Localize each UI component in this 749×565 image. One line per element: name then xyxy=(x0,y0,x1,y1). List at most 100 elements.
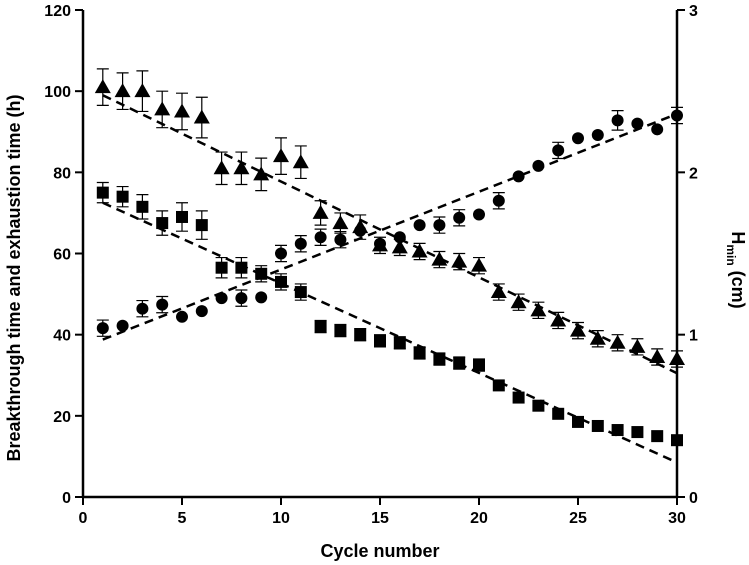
data-point-circle xyxy=(591,128,604,141)
data-point-circle xyxy=(453,211,466,224)
data-point-square xyxy=(314,320,327,333)
data-point-square xyxy=(136,200,149,213)
data-point-triangle xyxy=(431,251,448,266)
data-point-circle xyxy=(235,292,248,305)
y-axis-title: Breakthrough time and exhaustion time (h… xyxy=(4,94,24,461)
data-point-circle xyxy=(433,219,446,232)
y-tick-label: 40 xyxy=(53,328,71,345)
data-point-square xyxy=(96,186,109,199)
data-point-triangle xyxy=(213,160,230,175)
data-point-circle xyxy=(572,132,584,145)
x-axis-title: Cycle number xyxy=(320,541,439,561)
data-point-square xyxy=(532,399,545,412)
data-point-triangle xyxy=(609,334,626,349)
data-point-triangle xyxy=(411,243,428,258)
data-point-triangle xyxy=(154,101,171,116)
data-point-circle xyxy=(136,302,149,315)
data-point-square xyxy=(552,407,565,420)
data-point-square xyxy=(215,261,228,274)
data-point-triangle xyxy=(490,284,507,299)
data-point-square xyxy=(294,286,307,299)
data-point-square xyxy=(116,190,129,203)
data-point-triangle xyxy=(292,154,309,169)
data-point-triangle xyxy=(134,83,151,98)
data-point-triangle xyxy=(332,215,349,230)
y2-axis-title-sub: min xyxy=(724,244,738,265)
data-point-triangle xyxy=(530,302,547,317)
data-point-square xyxy=(374,334,386,347)
y-tick-label: 100 xyxy=(44,84,71,101)
data-point-circle xyxy=(314,231,327,244)
data-point-circle xyxy=(492,194,505,207)
data-point-triangle xyxy=(273,148,289,163)
data-point-square xyxy=(393,336,406,349)
data-point-circle xyxy=(651,123,664,136)
data-point-triangle xyxy=(114,83,131,98)
trend-line-triangle xyxy=(102,94,678,375)
data-point-circle xyxy=(532,159,545,172)
data-point-circle xyxy=(393,231,406,244)
y2-tick-label: 3 xyxy=(689,3,698,20)
data-point-square xyxy=(651,430,664,443)
x-tick-label: 5 xyxy=(178,510,187,527)
data-point-triangle xyxy=(570,322,586,337)
y2-tick-label: 1 xyxy=(689,328,698,345)
data-point-triangle xyxy=(589,330,606,345)
data-point-circle xyxy=(195,305,208,318)
data-point-triangle xyxy=(550,312,567,327)
data-point-square xyxy=(176,210,188,223)
data-point-triangle xyxy=(253,166,270,181)
data-point-triangle xyxy=(193,109,210,124)
data-point-circle xyxy=(512,170,525,183)
data-point-square xyxy=(433,353,446,366)
y2-tick-label: 2 xyxy=(689,165,698,182)
data-point-triangle xyxy=(649,348,666,363)
y-tick-label: 0 xyxy=(62,490,71,507)
data-point-circle xyxy=(215,292,228,305)
data-point-square xyxy=(492,379,505,392)
series-triangle xyxy=(94,68,685,375)
data-point-circle xyxy=(354,224,367,237)
y2-axis-title: Hmin (cm) xyxy=(724,231,748,308)
data-point-circle xyxy=(255,291,268,304)
data-point-square xyxy=(453,357,466,370)
data-point-square xyxy=(512,391,525,404)
data-point-circle xyxy=(611,114,624,127)
data-point-circle xyxy=(334,233,347,246)
trend-line-circle xyxy=(102,112,678,341)
data-point-square xyxy=(195,219,208,232)
series-square xyxy=(96,181,683,464)
x-tick-label: 10 xyxy=(272,510,290,527)
y2-tick-label: 0 xyxy=(689,490,698,507)
data-point-triangle xyxy=(94,79,111,94)
plot-area xyxy=(94,68,685,464)
y-tick-label: 60 xyxy=(53,247,71,264)
data-point-triangle xyxy=(391,239,408,254)
data-point-circle xyxy=(631,117,644,130)
data-point-circle xyxy=(473,208,485,221)
data-point-square xyxy=(156,217,169,230)
data-point-square xyxy=(235,261,248,274)
x-tick-label: 20 xyxy=(470,510,488,527)
data-point-circle xyxy=(176,310,188,323)
x-tick-label: 30 xyxy=(668,510,686,527)
data-point-circle xyxy=(374,237,386,250)
data-point-triangle xyxy=(510,294,527,309)
data-point-square xyxy=(413,346,426,359)
data-point-triangle xyxy=(174,103,190,118)
data-point-circle xyxy=(116,319,129,332)
y-tick-label: 120 xyxy=(44,3,71,20)
y2-axis-title-unit: (cm) xyxy=(728,266,748,309)
data-point-square xyxy=(275,275,287,288)
y2-axis-title-main: H xyxy=(728,231,748,244)
data-point-square xyxy=(611,424,624,437)
data-point-circle xyxy=(96,322,109,335)
y-tick-label: 20 xyxy=(53,409,71,426)
data-point-circle xyxy=(294,237,307,250)
data-point-triangle xyxy=(471,257,487,272)
data-point-circle xyxy=(275,247,287,260)
data-point-circle xyxy=(552,144,565,157)
data-point-square xyxy=(572,415,584,428)
